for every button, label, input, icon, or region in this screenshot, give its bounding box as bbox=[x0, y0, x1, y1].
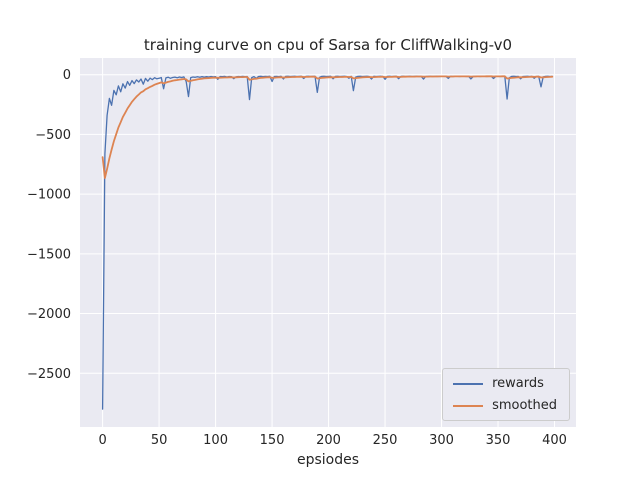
legend: rewards smoothed bbox=[442, 368, 570, 421]
plot-background bbox=[80, 58, 576, 427]
x-tick-label: 150 bbox=[260, 433, 285, 448]
x-tick-label: 250 bbox=[373, 433, 398, 448]
chart-title: training curve on cpu of Sarsa for Cliff… bbox=[143, 36, 513, 54]
legend-line-swatch-rewards bbox=[453, 382, 484, 385]
x-axis-label: epsiodes bbox=[296, 452, 360, 468]
x-tick-label: 200 bbox=[316, 433, 341, 448]
legend-line-swatch-smoothed bbox=[453, 404, 484, 407]
x-tick-label: 400 bbox=[542, 433, 567, 448]
x-tick-label: 0 bbox=[98, 433, 106, 448]
y-tick-label: −500 bbox=[35, 128, 71, 143]
y-tick-label: −1500 bbox=[27, 247, 71, 262]
x-tick-label: 100 bbox=[203, 433, 228, 448]
y-tick-label: 0 bbox=[63, 68, 71, 83]
legend-label-smoothed: smoothed bbox=[492, 398, 557, 413]
y-tick-label: −2500 bbox=[27, 367, 71, 382]
legend-label-rewards: rewards bbox=[492, 376, 544, 391]
x-tick-label: 50 bbox=[151, 433, 168, 448]
legend-item-smoothed: smoothed bbox=[453, 399, 557, 412]
x-tick-label: 350 bbox=[486, 433, 511, 448]
y-tick-label: −1000 bbox=[27, 188, 71, 203]
x-tick-label: 300 bbox=[429, 433, 454, 448]
legend-item-rewards: rewards bbox=[453, 377, 557, 390]
series-line-smoothed bbox=[101, 75, 554, 179]
y-tick-label: −2000 bbox=[27, 307, 71, 322]
